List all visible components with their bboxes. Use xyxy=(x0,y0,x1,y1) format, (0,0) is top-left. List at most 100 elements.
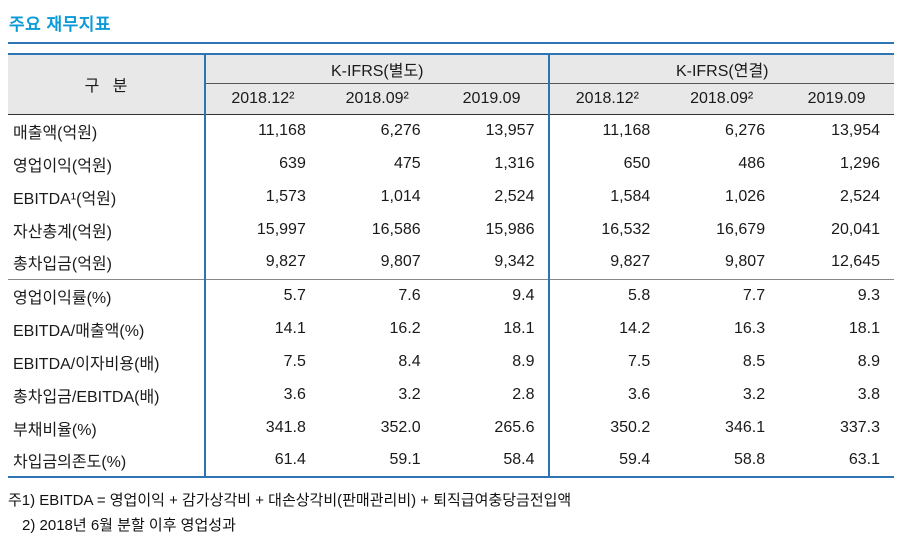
value-cell: 16,679 xyxy=(716,220,766,238)
footnotes: 주1) EBITDA = 영업이익 + 감가상각비 + 대손상각비(판매관리비)… xyxy=(8,488,894,538)
value-cell: 2,524 xyxy=(494,187,535,205)
value-cell: 9.3 xyxy=(857,286,880,304)
value-cell: 1,584 xyxy=(548,180,665,213)
row-label: 자산총계(억원) xyxy=(13,223,112,241)
value-cell: 6,276 xyxy=(725,121,766,139)
table-row: 차입금의존도(%) 61.4 59.1 58.4 59.4 58.8 63.1 xyxy=(8,444,894,477)
value-cell: 1,026 xyxy=(725,187,766,205)
value-cell: 9,827 xyxy=(548,246,665,280)
value-cell: 3.8 xyxy=(857,385,880,403)
value-cell: 20,041 xyxy=(831,220,880,238)
value-cell: 1,014 xyxy=(380,187,421,205)
column-header: 2018.09² xyxy=(319,83,435,115)
value-cell: 18.1 xyxy=(503,319,535,337)
value-cell: 14.2 xyxy=(548,312,665,345)
table-row: 영업이익률(%) 5.7 7.6 9.4 5.8 7.7 9.3 xyxy=(8,279,894,312)
table-body: 매출액(억원) 11,168 6,276 13,957 11,168 6,276… xyxy=(8,114,894,477)
value-cell: 8.5 xyxy=(742,352,766,370)
row-label: EBITDA/이자비용(배) xyxy=(13,355,160,373)
value-cell: 9.4 xyxy=(512,286,535,304)
value-cell: 5.7 xyxy=(204,279,320,312)
table-row: EBITDA¹(억원) 1,573 1,014 2,524 1,584 1,02… xyxy=(8,180,894,213)
value-cell: 11,168 xyxy=(548,114,665,147)
value-cell: 5.8 xyxy=(548,279,665,312)
row-label: 영업이익률(%) xyxy=(13,289,112,307)
row-label: EBITDA¹(억원) xyxy=(13,190,117,208)
value-cell: 58.8 xyxy=(733,451,766,468)
row-label: 총차입금(억원) xyxy=(8,246,206,280)
table-row: 총차입금/EBITDA(배) 3.6 3.2 2.8 3.6 3.2 3.8 xyxy=(8,378,894,411)
value-cell: 15,997 xyxy=(204,213,320,246)
table-row: EBITDA/매출액(%) 14.1 16.2 18.1 14.2 16.3 1… xyxy=(8,312,894,345)
corner-header: 구 분 xyxy=(8,54,206,115)
column-header: 2018.12² xyxy=(204,83,320,115)
table-row: 매출액(억원) 11,168 6,276 13,957 11,168 6,276… xyxy=(8,114,894,147)
value-cell: 58.4 xyxy=(503,451,535,468)
date-header-row: 2018.12² 2018.09² 2019.09 2018.12² 2018.… xyxy=(8,83,894,115)
column-header: 2018.12² xyxy=(548,83,665,115)
value-cell: 7.7 xyxy=(742,286,766,304)
financial-indicators-table: 구 분 K-IFRS(별도) K-IFRS(연결) 2018.12² 2018.… xyxy=(8,53,894,478)
column-header: 2019.09 xyxy=(434,83,550,115)
value-cell: 352.0 xyxy=(380,418,421,436)
value-cell: 8.9 xyxy=(512,352,535,370)
value-cell: 16,532 xyxy=(548,213,665,246)
value-cell: 639 xyxy=(204,147,320,180)
value-cell: 1,316 xyxy=(494,154,535,172)
value-cell: 486 xyxy=(738,154,766,172)
group-header-row: 구 분 K-IFRS(별도) K-IFRS(연결) xyxy=(8,54,894,115)
row-label: 영업이익(억원) xyxy=(13,157,112,175)
value-cell: 9,807 xyxy=(664,246,780,280)
table-row: 자산총계(억원) 15,997 16,586 15,986 16,532 16,… xyxy=(8,213,894,246)
group-header-separate: K-IFRS(별도) xyxy=(204,54,550,84)
value-cell: 2.8 xyxy=(512,385,535,403)
value-cell: 8.9 xyxy=(857,352,880,370)
table-row: 총차입금(억원) 9,827 9,807 9,342 9,827 9,807 1… xyxy=(8,246,894,280)
value-cell: 2,524 xyxy=(839,187,880,205)
value-cell: 18.1 xyxy=(848,319,880,337)
value-cell: 15,986 xyxy=(485,220,535,238)
footnote-2: 2) 2018년 6월 분할 이후 영업성과 xyxy=(22,517,236,534)
table-row: EBITDA/이자비용(배) 7.5 8.4 8.9 7.5 8.5 8.9 xyxy=(8,345,894,378)
value-cell: 16.2 xyxy=(389,319,421,337)
value-cell: 7.6 xyxy=(398,286,421,304)
value-cell: 3.2 xyxy=(398,385,421,403)
value-cell: 7.5 xyxy=(548,345,665,378)
value-cell: 59.1 xyxy=(389,451,421,468)
value-cell: 59.4 xyxy=(548,444,665,477)
value-cell: 9,807 xyxy=(319,246,435,280)
row-label: EBITDA/매출액(%) xyxy=(13,322,145,340)
value-cell: 8.4 xyxy=(398,352,421,370)
value-cell: 3.6 xyxy=(548,378,665,411)
value-cell: 650 xyxy=(548,147,665,180)
group-header-consolidated: K-IFRS(연결) xyxy=(548,54,894,84)
value-cell: 16.3 xyxy=(733,319,766,337)
value-cell: 265.6 xyxy=(494,418,535,436)
value-cell: 63.1 xyxy=(848,451,880,468)
page-title: 주요 재무지표 xyxy=(9,15,112,34)
table-header: 구 분 K-IFRS(별도) K-IFRS(연결) 2018.12² 2018.… xyxy=(8,54,894,115)
value-cell: 61.4 xyxy=(204,444,320,477)
table-row: 부채비율(%) 341.8 352.0 265.6 350.2 346.1 33… xyxy=(8,411,894,444)
value-cell: 11,168 xyxy=(204,114,320,147)
row-label: 매출액(억원) xyxy=(13,124,98,142)
value-cell: 1,573 xyxy=(204,180,320,213)
value-cell: 341.8 xyxy=(204,411,320,444)
column-header: 2018.09² xyxy=(664,83,780,115)
value-cell: 475 xyxy=(393,154,421,172)
value-cell: 350.2 xyxy=(548,411,665,444)
value-cell: 346.1 xyxy=(725,418,766,436)
column-header: 2019.09 xyxy=(779,83,894,115)
value-cell: 3.6 xyxy=(204,378,320,411)
value-cell: 16,586 xyxy=(371,220,421,238)
value-cell: 7.5 xyxy=(204,345,320,378)
title-underline xyxy=(8,42,894,44)
row-label: 부채비율(%) xyxy=(13,421,97,439)
table-row: 영업이익(억원) 639 475 1,316 650 486 1,296 xyxy=(8,147,894,180)
value-cell: 9,342 xyxy=(434,246,550,280)
value-cell: 13,957 xyxy=(485,121,535,139)
value-cell: 13,954 xyxy=(831,121,880,139)
value-cell: 12,645 xyxy=(779,246,894,280)
value-cell: 14.1 xyxy=(204,312,320,345)
